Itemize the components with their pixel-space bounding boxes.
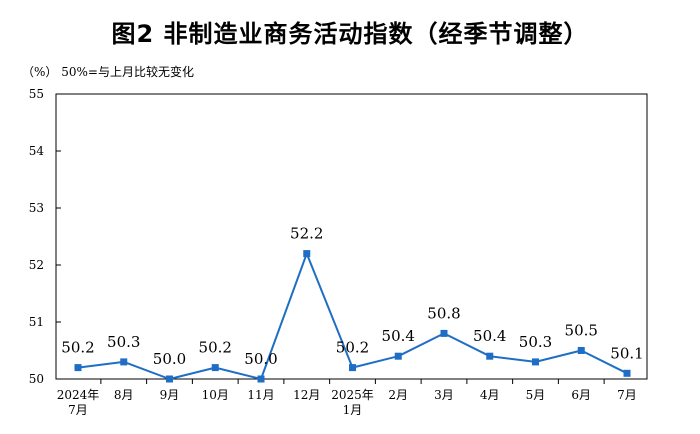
x-tick-label: 10月 xyxy=(202,388,229,402)
data-point xyxy=(486,352,494,360)
data-label: 50.1 xyxy=(610,344,643,362)
unit-note: （%） 50%=与上月比较无变化 xyxy=(22,65,194,79)
data-point xyxy=(577,347,585,354)
data-point xyxy=(349,364,356,372)
data-point xyxy=(74,364,82,372)
data-point xyxy=(394,352,402,360)
x-tick-label: 2月 xyxy=(388,388,408,402)
data-label: 50.3 xyxy=(107,333,140,351)
data-label: 50.2 xyxy=(61,339,94,357)
chart-title: 图2 非制造业商务活动指数（经季节调整） xyxy=(111,20,589,48)
x-tick-label: 2025年 1月 xyxy=(331,388,374,417)
x-tick-label: 8月 xyxy=(114,388,134,402)
data-label: 50.0 xyxy=(153,350,186,368)
data-point xyxy=(303,250,311,258)
x-tick-label: 2024年 7月 xyxy=(57,388,100,417)
x-tick-label: 9月 xyxy=(160,388,180,402)
x-tick-label: 6月 xyxy=(571,388,591,402)
y-tick-label: 55 xyxy=(29,87,44,101)
data-point xyxy=(166,375,173,383)
x-tick-label: 11月 xyxy=(247,388,274,402)
y-tick-label: 51 xyxy=(29,315,44,329)
x-tick-label: 12月 xyxy=(293,388,320,402)
plot-frame xyxy=(55,93,648,380)
data-point xyxy=(211,364,219,372)
data-label: 50.8 xyxy=(427,304,460,322)
x-tick-label: 5月 xyxy=(526,388,546,402)
data-point xyxy=(120,358,128,366)
y-tick-label: 50 xyxy=(29,372,44,386)
data-point xyxy=(440,329,448,337)
data-point xyxy=(257,375,265,383)
data-point xyxy=(623,369,631,377)
data-label: 50.3 xyxy=(519,333,552,351)
data-label: 50.2 xyxy=(336,339,369,357)
data-label: 52.2 xyxy=(290,225,323,243)
y-tick-label: 53 xyxy=(29,201,44,215)
data-label: 50.0 xyxy=(244,350,277,368)
x-tick-label: 7月 xyxy=(617,388,637,402)
data-label: 50.5 xyxy=(565,322,598,340)
x-tick-label: 3月 xyxy=(434,388,454,402)
data-label: 50.4 xyxy=(473,327,506,345)
x-tick-label: 4月 xyxy=(480,388,500,402)
y-tick-label: 54 xyxy=(29,144,45,158)
data-label: 50.2 xyxy=(199,339,232,357)
y-tick-label: 52 xyxy=(29,258,44,272)
data-point xyxy=(532,358,539,366)
data-label: 50.4 xyxy=(382,327,415,345)
